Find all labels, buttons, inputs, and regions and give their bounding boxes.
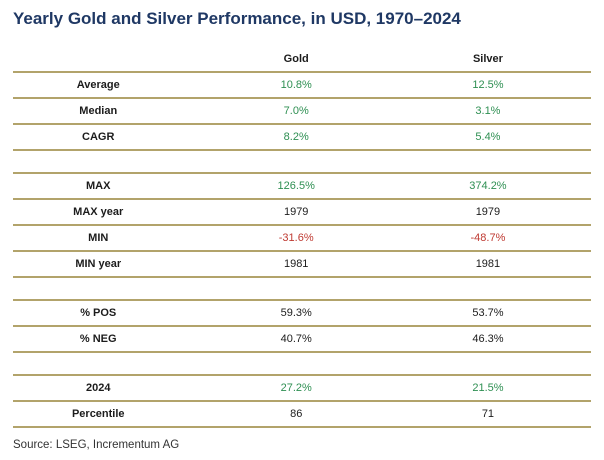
gold-value: 126.5% <box>277 180 315 192</box>
row-label: MAX year <box>73 206 124 218</box>
table-row: Percentile 86 71 <box>13 402 591 428</box>
row-label: % NEG <box>79 333 117 345</box>
column-header-silver: Silver <box>472 53 503 65</box>
table-row: Average 10.8% 12.5% <box>13 73 591 99</box>
silver-value: 71 <box>481 408 495 420</box>
performance-table: Gold Silver Average 10.8% 12.5% Median 7… <box>13 47 591 428</box>
gold-value: 59.3% <box>280 307 312 319</box>
source-note: Source: LSEG, Incrementum AG <box>13 439 180 451</box>
table-row: % POS 59.3% 53.7% <box>13 301 591 327</box>
row-label: Percentile <box>71 408 125 420</box>
row-label: CAGR <box>82 131 115 143</box>
row-label: Average <box>76 79 120 91</box>
table-header-row: Gold Silver <box>13 47 591 73</box>
section-pos-neg: % POS 59.3% 53.7% % NEG 40.7% 46.3% <box>13 299 591 353</box>
row-label: % POS <box>80 307 117 319</box>
gold-value: -31.6% <box>278 232 314 244</box>
silver-value: 46.3% <box>472 333 504 345</box>
gold-value: 1979 <box>283 206 309 218</box>
section-current-year: 2024 27.2% 21.5% Percentile 86 71 <box>13 374 591 428</box>
silver-value: 21.5% <box>472 382 504 394</box>
gold-value: 10.8% <box>280 79 312 91</box>
gold-value: 40.7% <box>280 333 312 345</box>
table-row: MAX year 1979 1979 <box>13 200 591 226</box>
section-averages: Average 10.8% 12.5% Median 7.0% 3.1% CAG… <box>13 73 591 151</box>
table-row: 2024 27.2% 21.5% <box>13 376 591 402</box>
silver-value: 53.7% <box>472 307 504 319</box>
row-label: MIN <box>88 232 109 244</box>
silver-value: 3.1% <box>475 105 501 117</box>
gold-value: 86 <box>290 408 303 420</box>
chart-title: Yearly Gold and Silver Performance, in U… <box>13 9 461 28</box>
row-label: MIN year <box>75 258 122 270</box>
section-extremes: MAX 126.5% 374.2% MAX year 1979 1979 MIN… <box>13 172 591 278</box>
row-label: Median <box>79 105 118 117</box>
table-row: % NEG 40.7% 46.3% <box>13 327 591 353</box>
silver-value: 374.2% <box>469 180 507 192</box>
table-row: MIN year 1981 1981 <box>13 252 591 278</box>
row-label: 2024 <box>86 382 111 394</box>
column-header-gold: Gold <box>283 53 309 65</box>
row-label: MAX <box>86 180 111 192</box>
gold-value: 7.0% <box>283 105 309 117</box>
silver-value: 5.4% <box>475 131 501 143</box>
table-row: MIN -31.6% -48.7% <box>13 226 591 252</box>
silver-value: -48.7% <box>470 232 506 244</box>
gold-value: 1981 <box>283 258 309 270</box>
table-row: MAX 126.5% 374.2% <box>13 174 591 200</box>
silver-value: 12.5% <box>472 79 504 91</box>
gold-value: 27.2% <box>280 382 312 394</box>
gold-value: 8.2% <box>283 131 309 143</box>
table-row: CAGR 8.2% 5.4% <box>13 125 591 151</box>
table-row: Median 7.0% 3.1% <box>13 99 591 125</box>
silver-value: 1981 <box>475 258 501 270</box>
silver-value: 1979 <box>475 206 501 218</box>
